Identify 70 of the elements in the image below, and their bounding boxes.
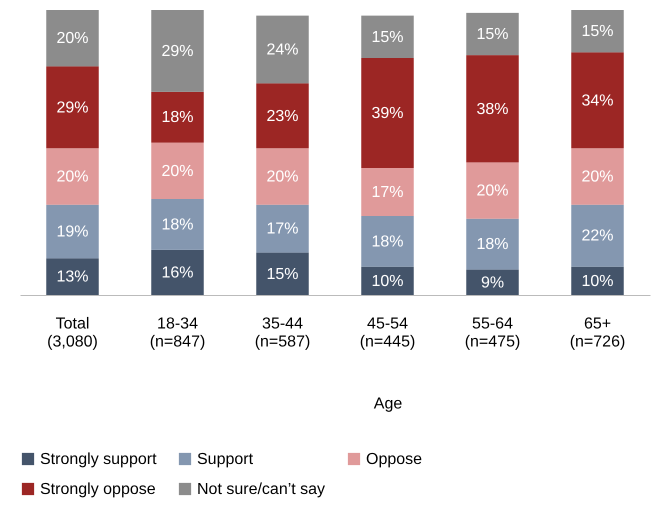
legend-label: Strongly support xyxy=(40,451,158,468)
bar xyxy=(151,199,204,250)
bar xyxy=(361,58,414,168)
data-label: 16% xyxy=(161,264,194,282)
x-tick-label: 35-44 (n=587) xyxy=(254,316,310,350)
data-label: 29% xyxy=(56,99,89,116)
data-label: 13% xyxy=(56,268,89,286)
data-label: 17% xyxy=(266,220,299,238)
bar xyxy=(361,168,414,216)
bar xyxy=(151,142,204,200)
data-label: 10% xyxy=(581,272,614,290)
bar xyxy=(361,216,414,267)
bar xyxy=(46,204,99,258)
bar xyxy=(571,10,624,52)
bar xyxy=(46,66,99,148)
x-tick-label: 18-34 (n=847) xyxy=(150,316,206,350)
x-tick-label: 65+ (n=726) xyxy=(570,316,626,350)
bar xyxy=(151,10,204,92)
legend-label: Not sure/can’t say xyxy=(197,481,326,498)
bar xyxy=(256,148,309,205)
data-label: 18% xyxy=(161,216,194,234)
data-label: 10% xyxy=(371,272,404,290)
legend-label: Strongly oppose xyxy=(40,481,156,498)
data-label: 24% xyxy=(266,42,299,59)
data-label: 20% xyxy=(56,30,89,48)
data-label: 19% xyxy=(56,224,89,241)
legend-label: Support xyxy=(197,451,254,468)
bar xyxy=(256,204,309,253)
x-tick-label: 55-64 (n=475) xyxy=(464,316,520,350)
legend-label: Oppose xyxy=(366,451,422,468)
bar xyxy=(466,218,519,270)
bar xyxy=(256,83,309,148)
bar xyxy=(361,16,414,58)
data-label: 38% xyxy=(476,100,509,118)
bar xyxy=(571,52,624,148)
data-label: 39% xyxy=(371,104,404,122)
data-label: 15% xyxy=(476,26,509,43)
data-label: 15% xyxy=(266,266,299,283)
data-label: 29% xyxy=(161,42,194,60)
data-label: 15% xyxy=(371,28,404,46)
data-label: 18% xyxy=(161,109,194,126)
bar xyxy=(46,148,99,205)
bar xyxy=(571,148,624,205)
bar xyxy=(151,250,204,295)
data-label: 20% xyxy=(56,168,89,186)
data-label: 17% xyxy=(371,184,404,202)
bar xyxy=(466,12,519,56)
data-label: 22% xyxy=(581,228,614,245)
data-label: 18% xyxy=(476,236,509,254)
data-label: 20% xyxy=(266,168,299,186)
data-label: 9% xyxy=(480,274,504,292)
data-label: 20% xyxy=(161,162,194,180)
bar xyxy=(466,270,519,295)
bar xyxy=(256,16,309,84)
x-tick-label: 45-54 (n=445) xyxy=(360,316,416,350)
bar xyxy=(46,10,99,66)
bar xyxy=(466,55,519,162)
bar xyxy=(46,258,99,295)
data-label: 18% xyxy=(371,233,404,250)
data-label: 23% xyxy=(266,108,299,125)
x-axis-title: Age xyxy=(374,396,402,412)
bar xyxy=(256,252,309,295)
data-label: 20% xyxy=(476,182,509,200)
data-label: 15% xyxy=(581,23,614,40)
x-tick-label: Total (3,080) xyxy=(47,316,98,350)
bar xyxy=(151,92,204,143)
bar xyxy=(571,204,624,267)
bar xyxy=(466,162,519,219)
data-label: 20% xyxy=(581,168,614,186)
data-label: 34% xyxy=(581,92,614,110)
